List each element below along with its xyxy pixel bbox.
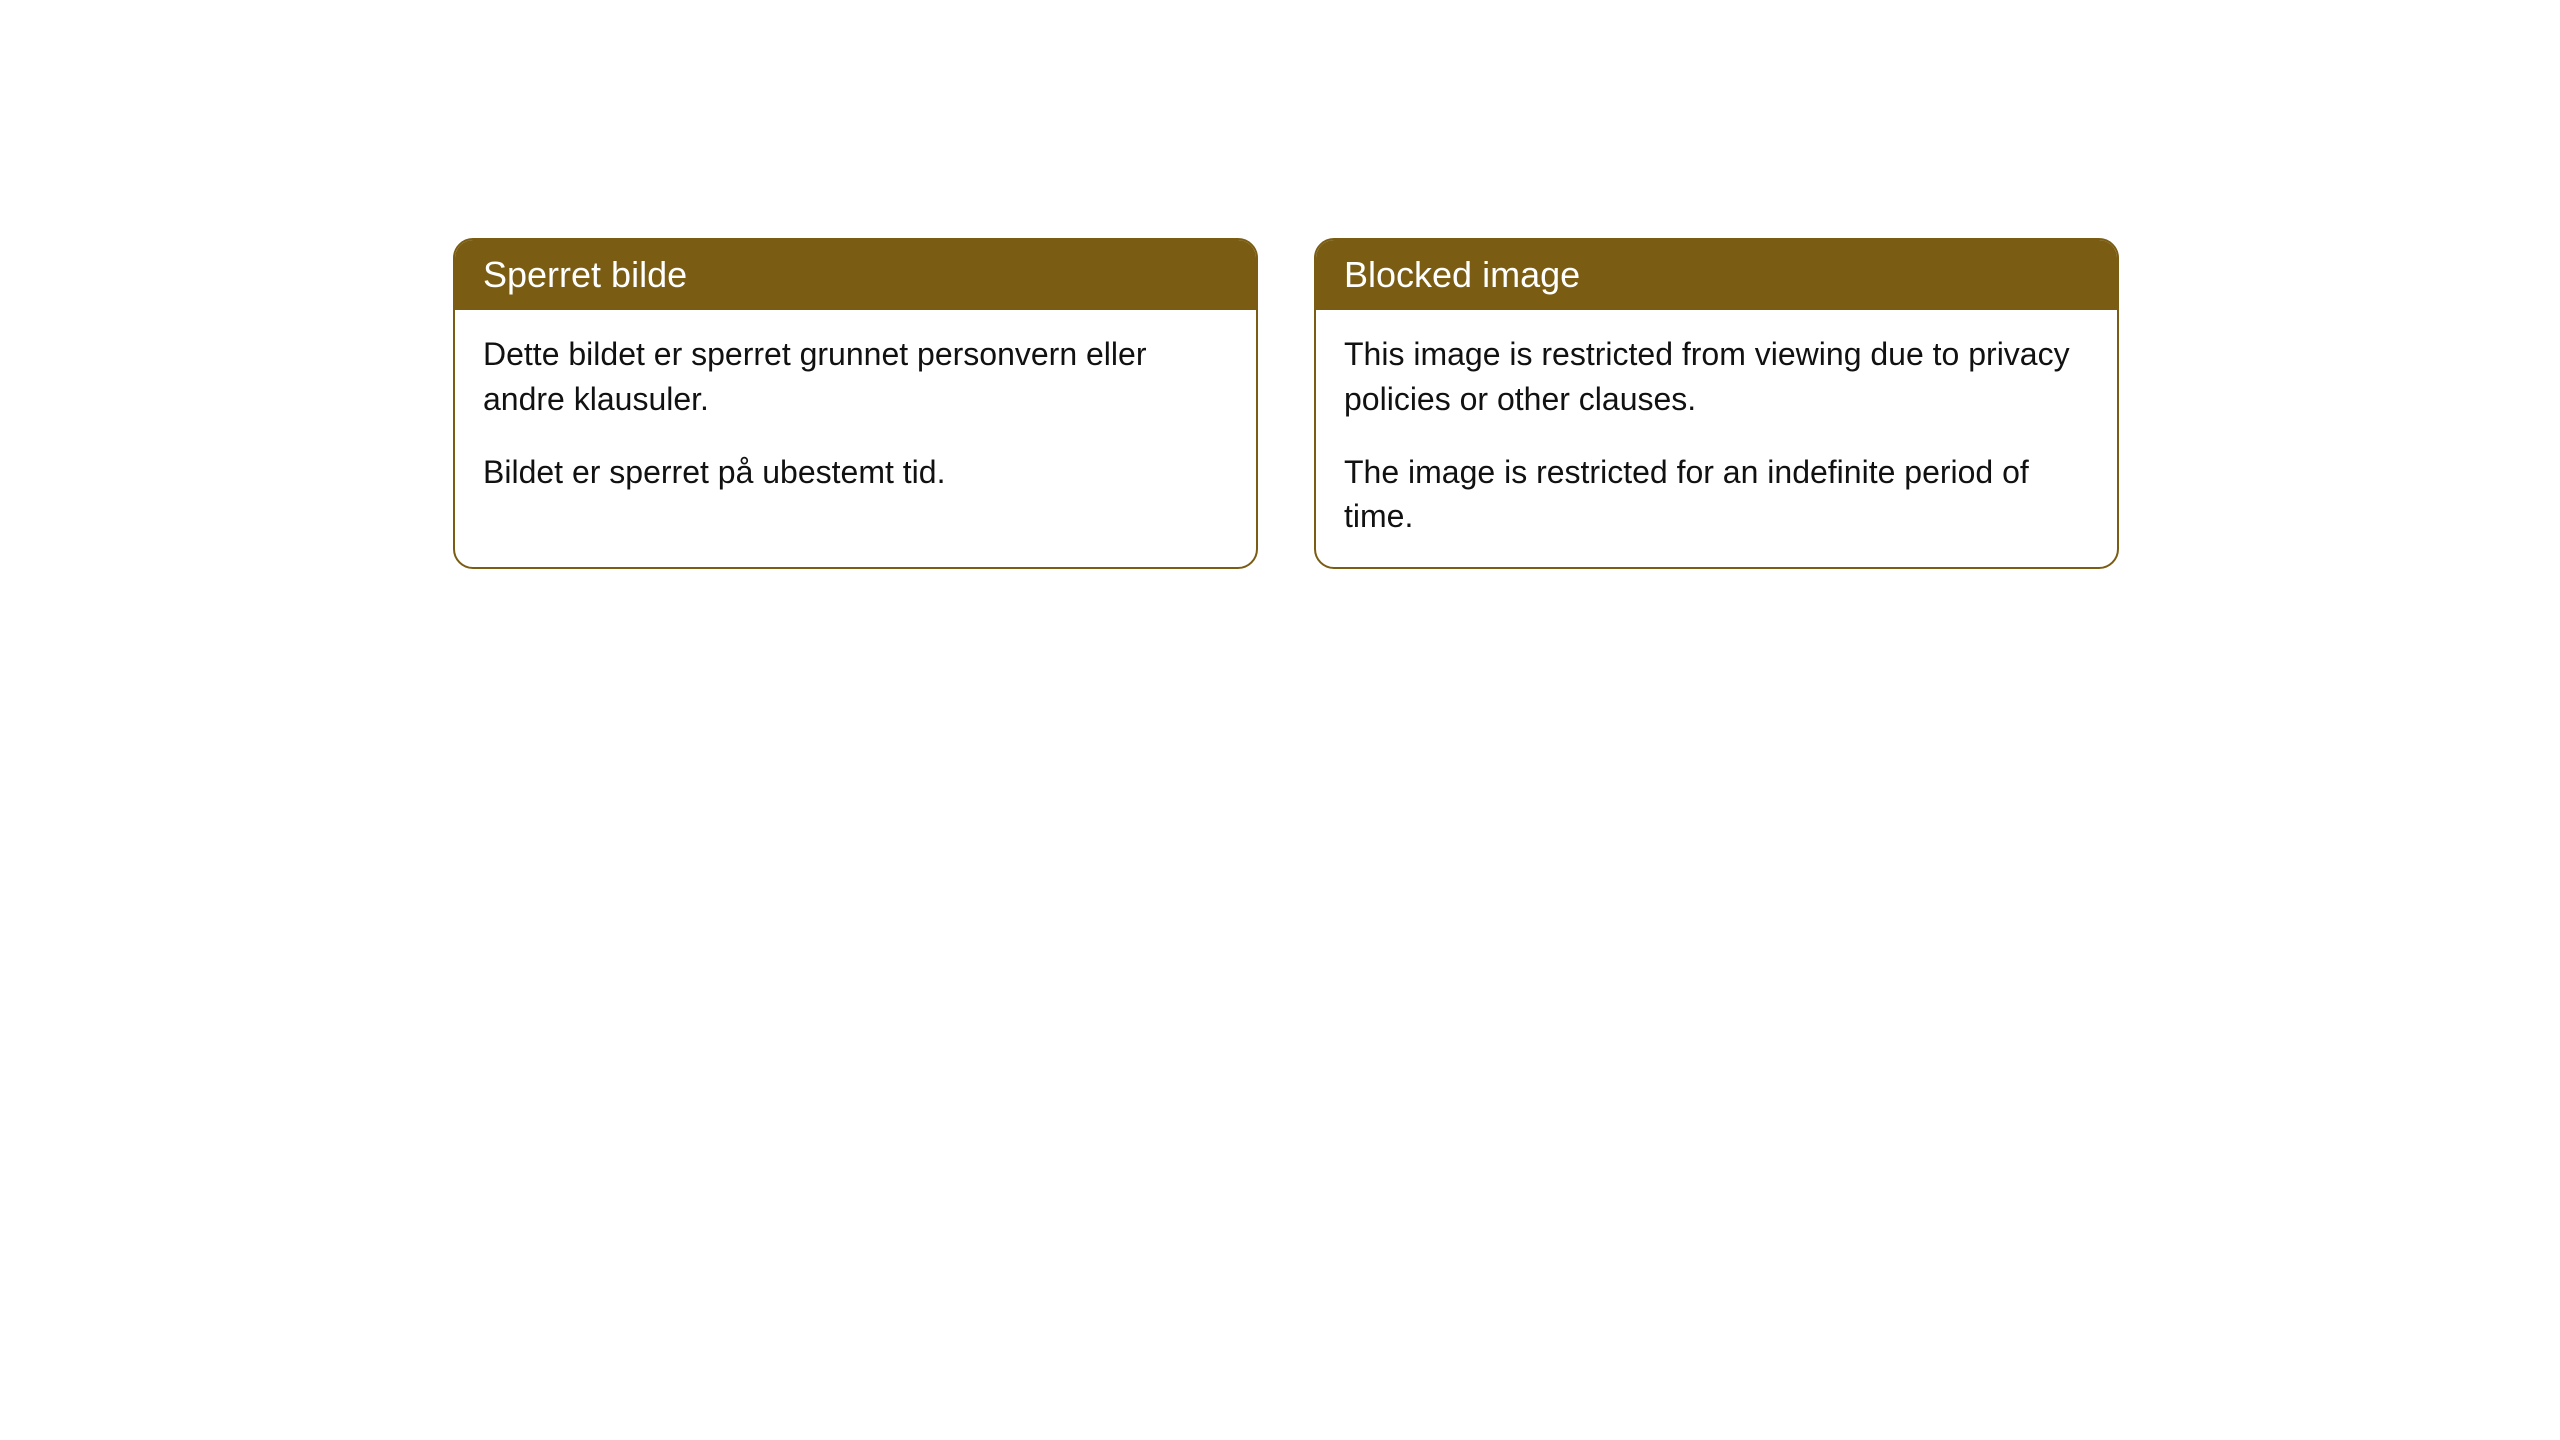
notice-paragraph: This image is restricted from viewing du…: [1344, 332, 2089, 422]
notice-card-english: Blocked image This image is restricted f…: [1314, 238, 2119, 569]
notice-paragraph: Bildet er sperret på ubestemt tid.: [483, 450, 1228, 495]
notice-card-norwegian: Sperret bilde Dette bildet er sperret gr…: [453, 238, 1258, 569]
notice-header: Sperret bilde: [455, 240, 1256, 310]
notice-paragraph: The image is restricted for an indefinit…: [1344, 450, 2089, 540]
notice-body: Dette bildet er sperret grunnet personve…: [455, 310, 1256, 522]
notice-paragraph: Dette bildet er sperret grunnet personve…: [483, 332, 1228, 422]
notice-body: This image is restricted from viewing du…: [1316, 310, 2117, 567]
notice-header: Blocked image: [1316, 240, 2117, 310]
notice-title: Blocked image: [1344, 254, 1580, 295]
notice-title: Sperret bilde: [483, 254, 687, 295]
notice-container: Sperret bilde Dette bildet er sperret gr…: [453, 238, 2119, 569]
